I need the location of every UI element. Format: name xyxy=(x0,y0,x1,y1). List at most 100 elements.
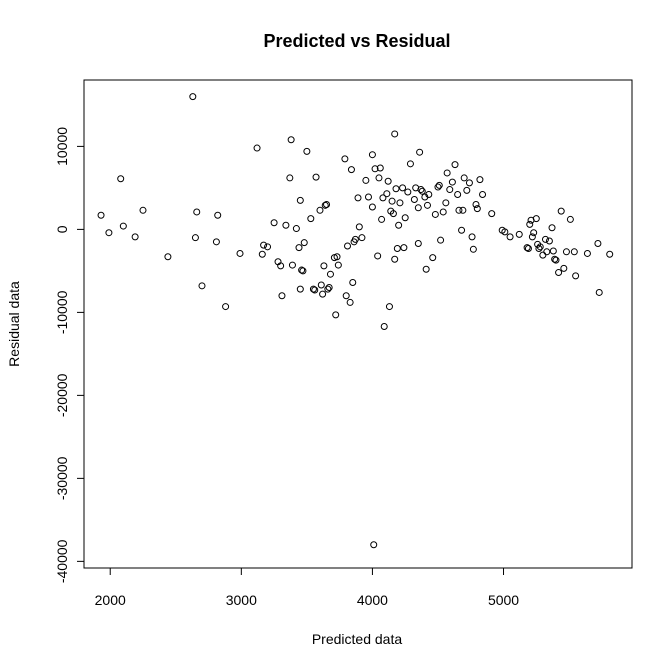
y-tick-label: 10000 xyxy=(54,127,70,166)
data-point xyxy=(191,234,199,242)
data-point xyxy=(374,252,382,260)
data-point xyxy=(431,210,439,218)
y-tick-label: 0 xyxy=(54,225,70,233)
data-point xyxy=(446,186,454,194)
data-point xyxy=(399,184,407,192)
data-point xyxy=(131,233,139,241)
data-point xyxy=(198,282,206,290)
data-point xyxy=(320,262,328,270)
data-point xyxy=(524,244,532,252)
data-point xyxy=(532,215,540,223)
data-point xyxy=(396,199,404,207)
data-point xyxy=(459,206,467,214)
data-point xyxy=(468,233,476,241)
data-point xyxy=(501,228,509,236)
x-tick-label: 3000 xyxy=(226,592,257,608)
data-point xyxy=(371,165,379,173)
data-point xyxy=(506,233,514,241)
data-point xyxy=(321,201,329,209)
data-point xyxy=(370,541,378,549)
data-point xyxy=(401,214,409,222)
data-point xyxy=(288,261,296,269)
data-point xyxy=(454,191,462,199)
data-point xyxy=(476,176,484,184)
data-point xyxy=(164,253,172,261)
data-point xyxy=(595,288,603,296)
data-point xyxy=(376,164,384,172)
data-point xyxy=(378,215,386,223)
data-point xyxy=(332,311,340,319)
data-point xyxy=(286,174,294,182)
data-point xyxy=(541,235,549,243)
data-point xyxy=(391,130,399,138)
data-point xyxy=(388,197,396,205)
data-point xyxy=(479,191,487,199)
data-point xyxy=(535,244,543,252)
y-tick-label: -10000 xyxy=(54,290,70,334)
data-point xyxy=(455,206,463,214)
data-point xyxy=(562,248,570,256)
data-point xyxy=(258,250,266,258)
data-point xyxy=(429,254,437,262)
data-point xyxy=(189,93,197,101)
data-point xyxy=(404,188,412,196)
data-point xyxy=(333,253,341,261)
data-point xyxy=(375,174,383,182)
data-point xyxy=(342,292,350,300)
data-point xyxy=(570,248,578,256)
data-point xyxy=(472,200,480,208)
data-point xyxy=(307,215,315,223)
data-point xyxy=(347,166,355,174)
data-point xyxy=(606,250,614,258)
data-point xyxy=(282,221,290,229)
data-point xyxy=(260,241,268,249)
data-point xyxy=(354,194,362,202)
data-point xyxy=(583,249,591,257)
data-point xyxy=(391,255,399,263)
data-point xyxy=(539,251,547,259)
data-point xyxy=(384,177,392,185)
data-point xyxy=(325,283,333,291)
data-point xyxy=(351,235,359,243)
data-point xyxy=(368,203,376,211)
data-point xyxy=(530,229,538,237)
data-point xyxy=(526,220,534,228)
y-axis: -40000 -30000 -20000 -10000 0 10000 xyxy=(54,127,85,583)
data-point xyxy=(319,290,327,298)
data-point xyxy=(253,144,261,152)
data-point xyxy=(287,136,295,144)
data-point xyxy=(349,279,357,287)
data-point xyxy=(119,222,127,230)
y-tick-label: -30000 xyxy=(54,456,70,500)
data-point xyxy=(380,322,388,330)
data-point xyxy=(236,249,244,257)
data-point xyxy=(488,210,496,218)
chart-title: Predicted vs Residual xyxy=(263,31,450,51)
data-point xyxy=(385,303,393,311)
data-point xyxy=(97,211,105,219)
data-point xyxy=(193,208,201,216)
data-point xyxy=(451,161,459,169)
data-point xyxy=(303,147,311,155)
data-point xyxy=(434,183,442,191)
data-point xyxy=(270,219,278,227)
data-point xyxy=(417,186,425,194)
data-point xyxy=(324,285,332,293)
data-point xyxy=(292,225,300,233)
data-point xyxy=(400,244,408,252)
data-point xyxy=(414,239,422,247)
data-point xyxy=(523,244,531,252)
data-point xyxy=(536,243,544,251)
y-tick-label: -40000 xyxy=(54,539,70,583)
data-point xyxy=(465,179,473,187)
y-axis-label: Residual data xyxy=(6,281,22,367)
data-point xyxy=(117,175,125,183)
data-point xyxy=(437,236,445,244)
x-tick-label: 2000 xyxy=(95,592,126,608)
data-point xyxy=(341,155,349,163)
data-point xyxy=(416,148,424,156)
data-point xyxy=(364,193,372,201)
plot-frame xyxy=(83,79,633,569)
data-point xyxy=(515,230,523,238)
data-point xyxy=(362,176,370,184)
